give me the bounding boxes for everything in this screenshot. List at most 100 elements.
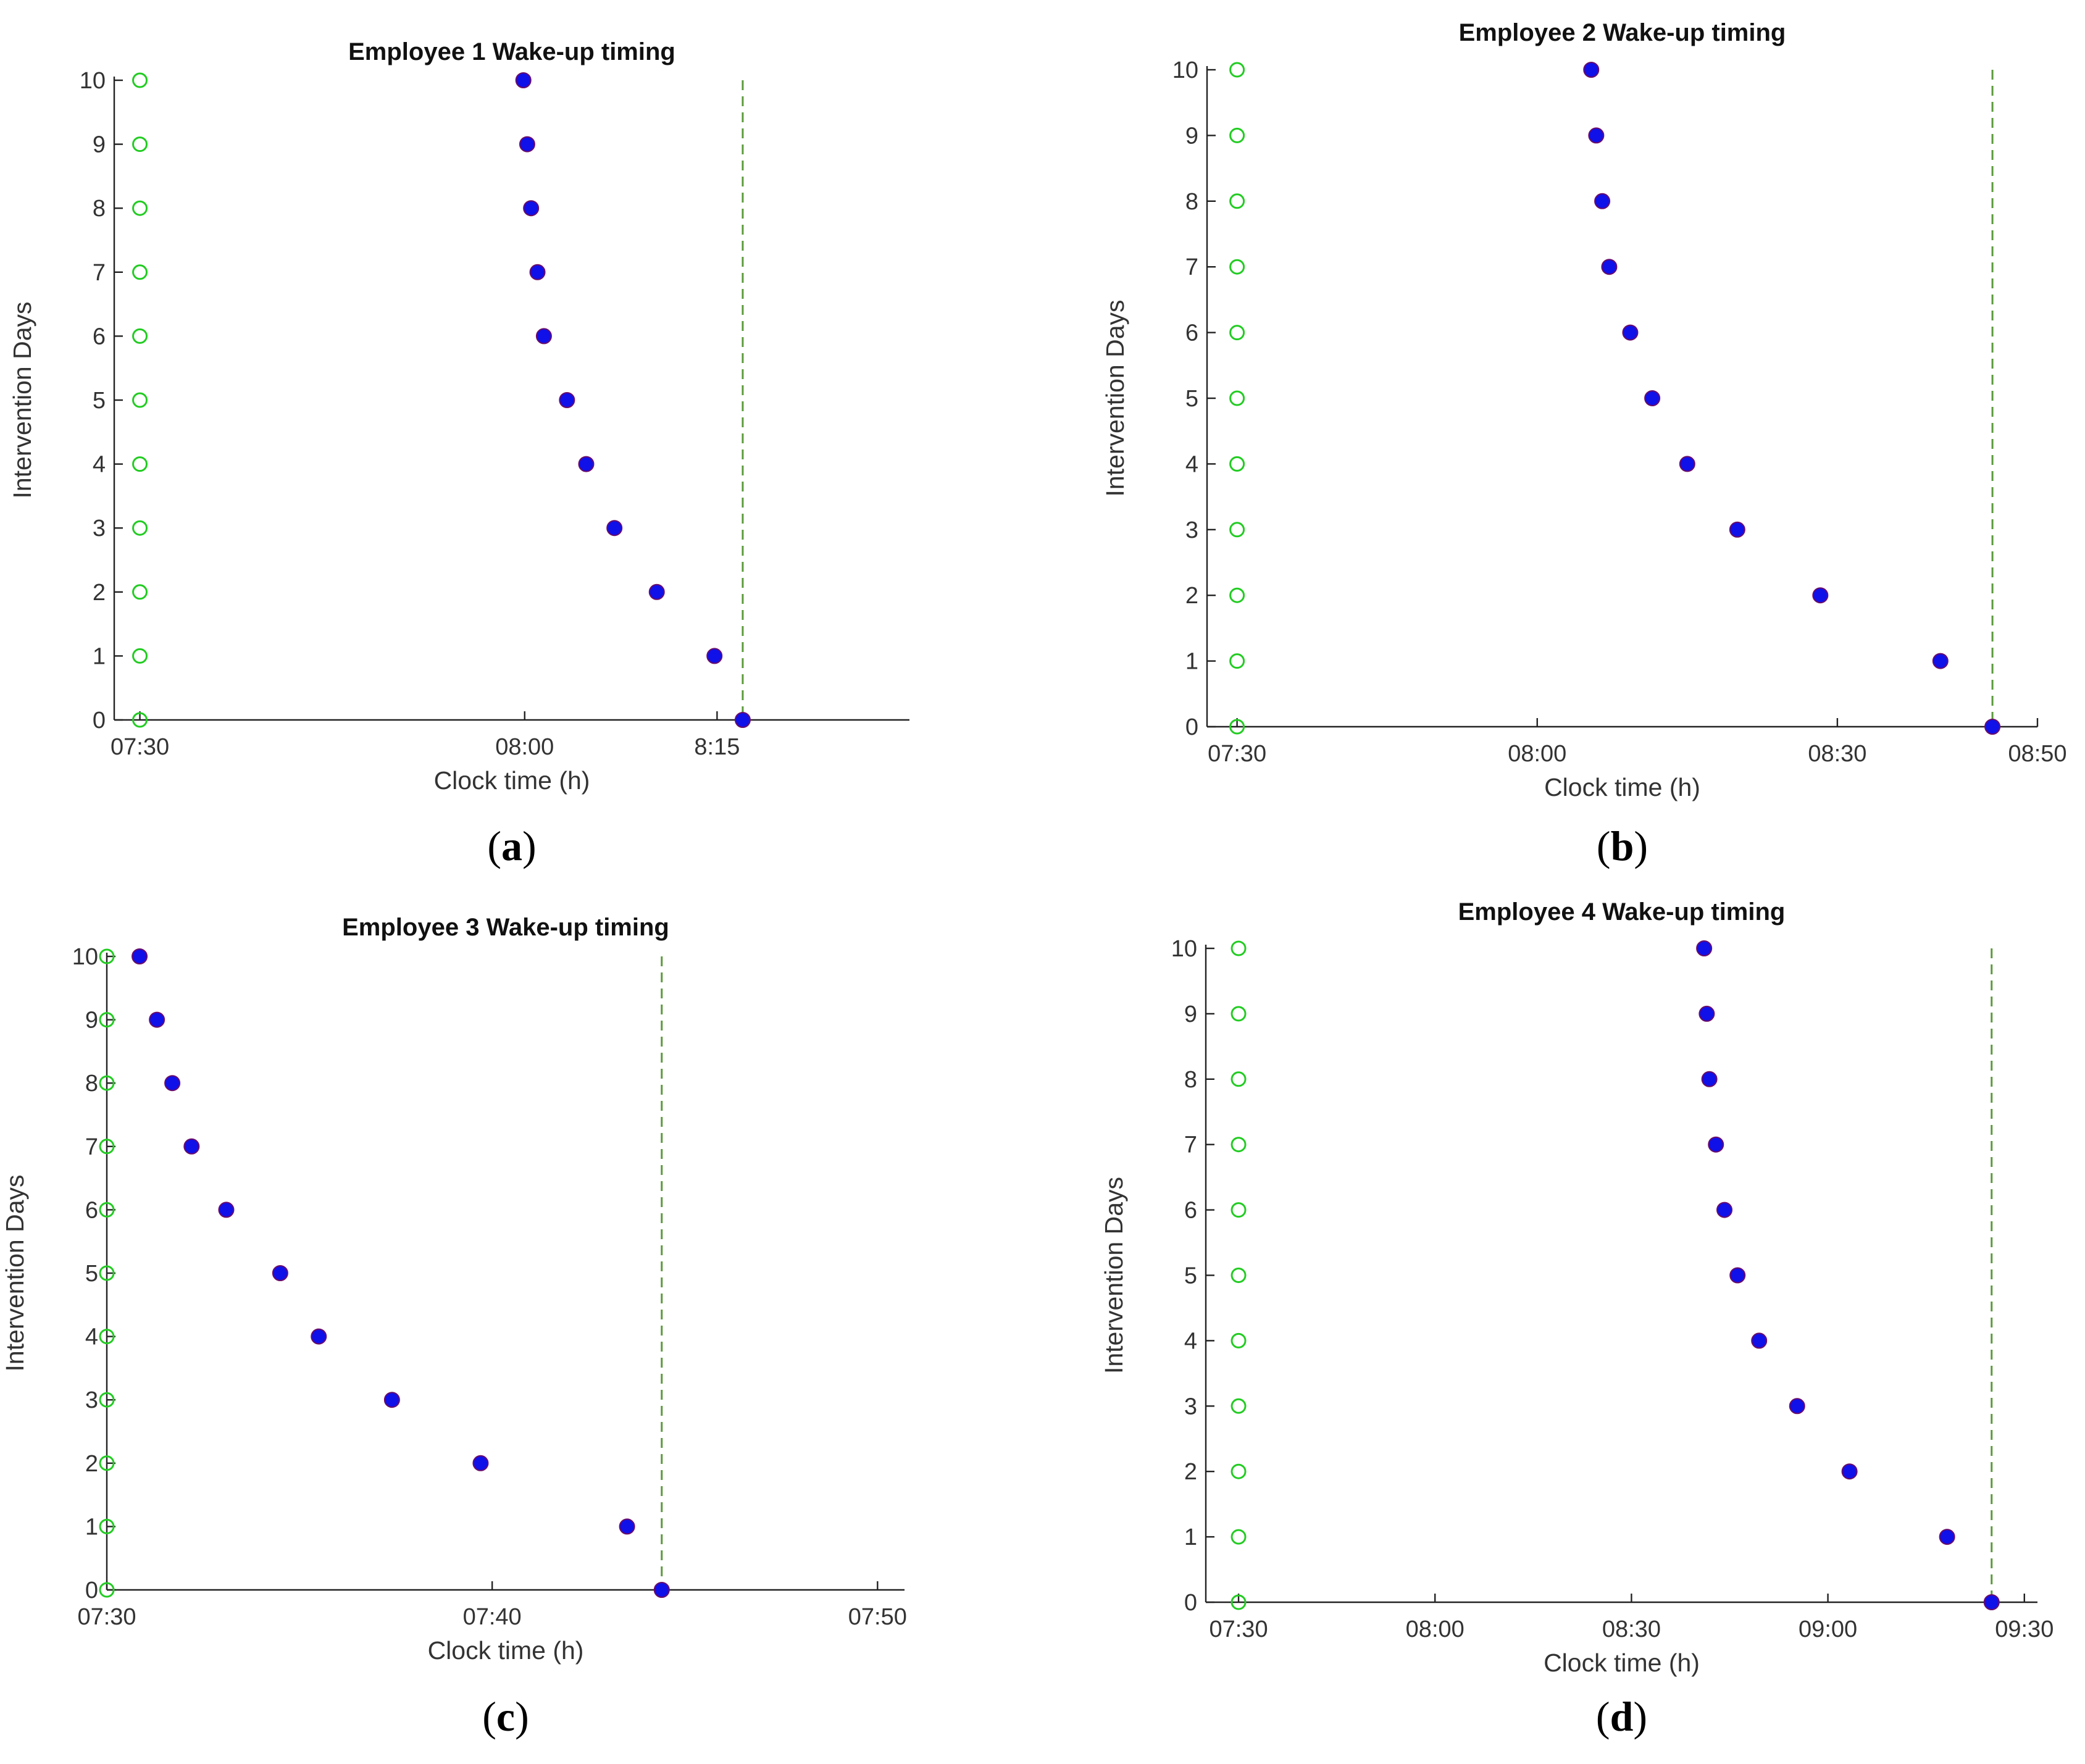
- baseline-point: [99, 1139, 115, 1155]
- intervention-point: [1679, 456, 1695, 472]
- x-axis-title: Clock time (h): [1544, 773, 1700, 801]
- chart-title: Employee 1 Wake-up timing: [348, 38, 675, 65]
- x-tick-label: 08:00: [1406, 1616, 1465, 1642]
- y-tick-label: 10: [72, 944, 98, 970]
- intervention-point: [1701, 1071, 1718, 1087]
- intervention-point: [519, 136, 535, 153]
- intervention-point: [1716, 1202, 1733, 1218]
- baseline-point: [132, 72, 148, 88]
- y-tick-label: 1: [1184, 1524, 1197, 1550]
- y-tick-label: 0: [93, 708, 106, 734]
- y-tick-label: 1: [85, 1514, 98, 1540]
- panel-caption: (b): [1597, 822, 1648, 869]
- baseline-point: [1229, 259, 1245, 275]
- baseline-point: [1231, 940, 1247, 956]
- intervention-point: [132, 948, 148, 964]
- baseline-point: [1231, 1006, 1247, 1022]
- intervention-point: [523, 200, 540, 217]
- intervention-point: [706, 648, 723, 664]
- intervention-point: [218, 1202, 235, 1218]
- intervention-point: [619, 1518, 635, 1535]
- intervention-point: [1644, 390, 1661, 406]
- x-tick-label: 08:00: [495, 734, 554, 760]
- y-tick-label: 10: [1171, 936, 1197, 962]
- y-tick-label: 8: [1184, 1067, 1197, 1093]
- baseline-point: [99, 1455, 115, 1471]
- panel-letter: b: [1611, 822, 1634, 869]
- y-tick-label: 7: [93, 260, 106, 286]
- chart-panel-c: Employee 3 Wake-up timing 0 1 2 3 4 5 6 7 8 9 10 07:…: [1, 914, 907, 1740]
- x-tick-label: 09:00: [1799, 1616, 1857, 1642]
- y-tick-label: 3: [1185, 517, 1198, 543]
- baseline-point: [1229, 653, 1245, 669]
- intervention-point: [515, 72, 532, 88]
- intervention-point: [1594, 193, 1611, 209]
- intervention-point: [529, 264, 546, 280]
- y-tick-label: 9: [1185, 123, 1198, 149]
- chart-title: Employee 2 Wake-up timing: [1459, 19, 1786, 46]
- panel-caption: (c): [482, 1693, 529, 1740]
- y-tick-label: 9: [85, 1008, 98, 1034]
- intervention-point: [1789, 1398, 1805, 1415]
- y-tick-label: 4: [1185, 451, 1198, 477]
- panel-letter: c: [496, 1693, 515, 1740]
- y-tick-label: 2: [85, 1451, 98, 1477]
- y-tick-label: 5: [93, 388, 106, 414]
- x-tick-label: 08:50: [2008, 741, 2066, 767]
- baseline-point: [1229, 390, 1245, 406]
- intervention-point: [1622, 324, 1639, 341]
- intervention-point: [1696, 940, 1713, 956]
- x-tick-label: 07:30: [1209, 1616, 1268, 1642]
- baseline-point: [99, 1518, 115, 1534]
- chart-title: Employee 4 Wake-up timing: [1458, 898, 1786, 926]
- y-axis-title: Intervention Days: [1100, 1177, 1128, 1374]
- baseline-point: [99, 1202, 115, 1218]
- baseline-point: [1229, 193, 1245, 209]
- baseline-point: [132, 264, 148, 280]
- y-tick-label: 3: [93, 516, 106, 541]
- y-tick-label: 10: [1172, 57, 1198, 83]
- y-tick-label: 6: [1185, 320, 1198, 346]
- baseline-point: [1231, 1137, 1247, 1153]
- intervention-point: [1729, 521, 1745, 538]
- intervention-point: [383, 1392, 400, 1408]
- baseline-point: [1231, 1332, 1247, 1348]
- baseline-point: [1229, 719, 1245, 735]
- y-tick-label: 2: [93, 580, 106, 606]
- intervention-point: [559, 392, 575, 408]
- intervention-point: [535, 328, 552, 345]
- intervention-point: [1583, 62, 1600, 78]
- x-tick-label: 8:15: [694, 734, 740, 760]
- chart-panel-d: Employee 4 Wake-up timing 0 1 2 3 4 5 6 7 8 9 10 07:…: [1100, 898, 2054, 1740]
- baseline-point: [132, 392, 148, 408]
- y-tick-label: 9: [1184, 1001, 1197, 1027]
- y-tick-label: 7: [1185, 254, 1198, 280]
- y-tick-label: 5: [1185, 386, 1198, 412]
- x-tick-label: 07:30: [1208, 741, 1266, 767]
- y-axis-title: Intervention Days: [1101, 299, 1129, 496]
- intervention-point: [1812, 587, 1829, 604]
- y-tick-label: 7: [1184, 1132, 1197, 1158]
- intervention-point: [164, 1075, 181, 1092]
- intervention-point: [1932, 653, 1949, 669]
- baseline-point: [1229, 127, 1245, 143]
- baseline-point: [99, 1392, 115, 1408]
- intervention-point: [1841, 1463, 1858, 1480]
- intervention-point: [311, 1328, 327, 1345]
- x-tick-label: 07:40: [463, 1604, 522, 1630]
- y-axis-title: Intervention Days: [1, 1174, 29, 1371]
- panel-caption: (d): [1596, 1693, 1647, 1740]
- intervention-point: [472, 1455, 489, 1471]
- x-tick-label: 07:50: [848, 1604, 907, 1630]
- y-tick-label: 0: [1185, 714, 1198, 740]
- y-tick-label: 1: [93, 643, 106, 669]
- y-tick-label: 3: [1184, 1394, 1197, 1419]
- y-tick-label: 4: [85, 1324, 98, 1350]
- baseline-point: [132, 584, 148, 600]
- intervention-point: [183, 1138, 200, 1155]
- baseline-point: [1231, 1398, 1247, 1414]
- intervention-point: [1939, 1529, 1955, 1545]
- y-axis-title: Intervention Days: [8, 301, 36, 498]
- x-tick-label: 07:30: [111, 734, 169, 760]
- intervention-point: [1601, 259, 1618, 275]
